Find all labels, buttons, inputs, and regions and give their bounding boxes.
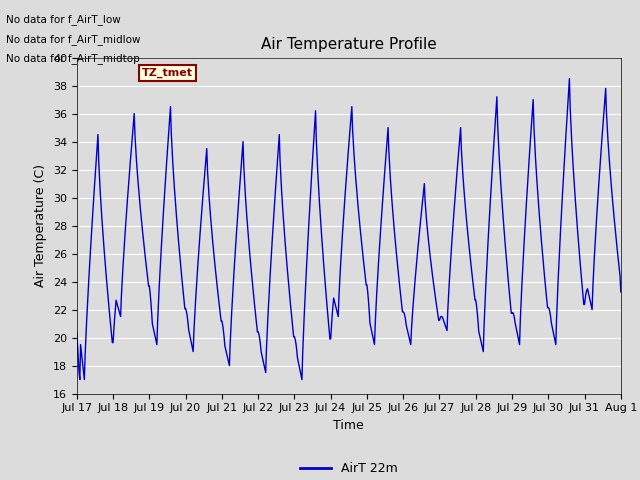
Text: No data for f_AirT_midtop: No data for f_AirT_midtop xyxy=(6,53,140,64)
X-axis label: Time: Time xyxy=(333,419,364,432)
Text: No data for f_AirT_low: No data for f_AirT_low xyxy=(6,14,121,25)
Y-axis label: Air Temperature (C): Air Temperature (C) xyxy=(35,164,47,287)
Legend: AirT 22m: AirT 22m xyxy=(295,457,403,480)
Title: Air Temperature Profile: Air Temperature Profile xyxy=(261,37,436,52)
Text: TZ_tmet: TZ_tmet xyxy=(142,68,193,78)
Text: No data for f_AirT_midlow: No data for f_AirT_midlow xyxy=(6,34,141,45)
